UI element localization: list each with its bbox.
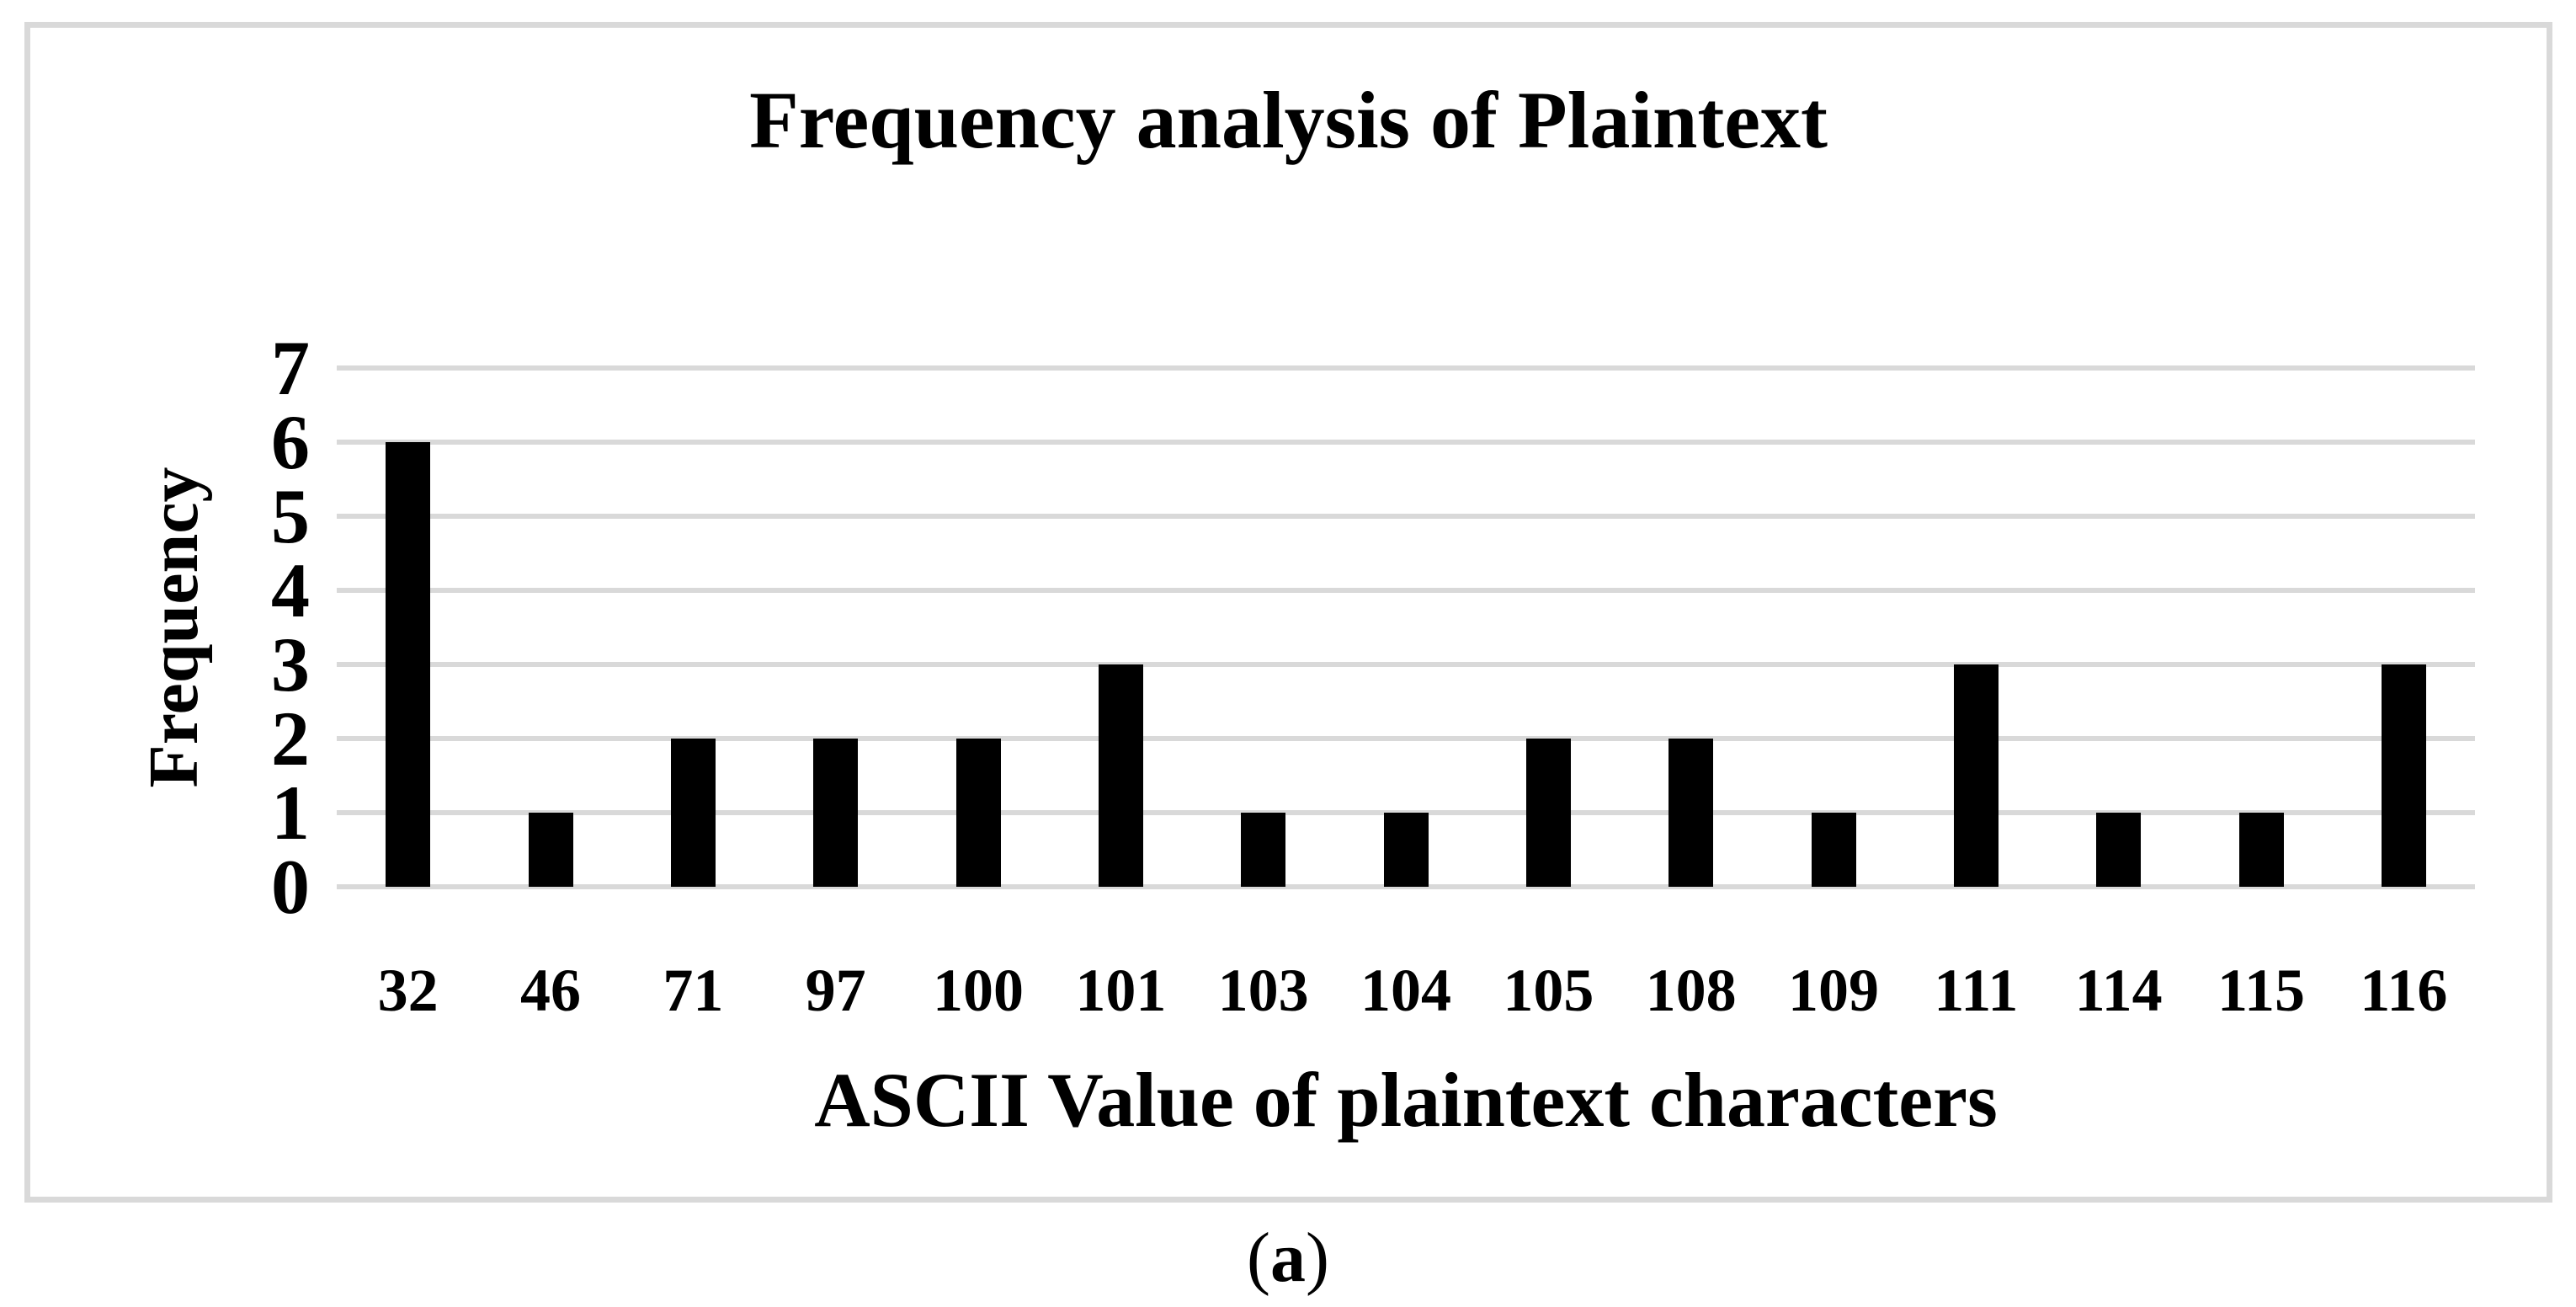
x-tick-label-116: 116 (2360, 957, 2448, 1024)
y-tick-label-6: 6 (271, 399, 310, 485)
x-tick-label-100: 100 (932, 957, 1024, 1024)
x-tick-label-103: 103 (1217, 957, 1309, 1024)
x-tick-label-101: 101 (1075, 957, 1167, 1024)
figure-caption: (a) (0, 1219, 2576, 1297)
caption-open-paren: ( (1247, 1219, 1270, 1297)
y-tick-label-0: 0 (271, 844, 310, 930)
x-axis-title: ASCII Value of plaintext characters (814, 1057, 1998, 1143)
figure-border-box (24, 22, 2552, 1203)
bar-111 (1953, 664, 1999, 887)
caption-label: a (1270, 1219, 1306, 1297)
plot-area (337, 365, 2475, 889)
gridline-y2 (337, 736, 2475, 741)
gridline-y5 (337, 514, 2475, 519)
x-tick-label-97: 97 (805, 957, 866, 1024)
y-tick-label-1: 1 (271, 770, 310, 856)
caption-close-paren: ) (1306, 1219, 1329, 1297)
bar-71 (670, 739, 716, 887)
y-tick-label-4: 4 (271, 547, 310, 633)
bar-101 (1098, 664, 1143, 887)
gridline-y3 (337, 662, 2475, 667)
bar-46 (528, 813, 573, 887)
y-tick-label-7: 7 (271, 325, 310, 411)
x-tick-label-109: 109 (1787, 957, 1879, 1024)
bar-105 (1525, 739, 1571, 887)
chart-title: Frequency analysis of Plaintext (749, 75, 1828, 165)
y-tick-label-2: 2 (271, 696, 310, 782)
bar-32 (386, 442, 431, 887)
x-tick-label-105: 105 (1503, 957, 1594, 1024)
y-tick-label-3: 3 (271, 621, 310, 707)
x-tick-label-115: 115 (2217, 957, 2305, 1024)
gridline-y0 (337, 884, 2475, 889)
x-tick-label-32: 32 (377, 957, 439, 1024)
bar-115 (2238, 813, 2284, 887)
x-tick-label-46: 46 (519, 957, 581, 1024)
y-tick-label-5: 5 (271, 473, 310, 559)
bar-114 (2096, 813, 2142, 887)
x-tick-label-111: 111 (1934, 957, 2019, 1024)
bar-97 (813, 739, 859, 887)
x-tick-label-104: 104 (1360, 957, 1451, 1024)
bar-116 (2381, 664, 2426, 887)
bar-109 (1811, 813, 1856, 887)
gridline-y7 (337, 365, 2475, 371)
x-tick-label-71: 71 (663, 957, 724, 1024)
bar-100 (955, 739, 1001, 887)
bar-108 (1669, 739, 1714, 887)
x-tick-label-108: 108 (1645, 957, 1737, 1024)
gridline-y6 (337, 440, 2475, 445)
gridline-y4 (337, 588, 2475, 593)
x-tick-label-114: 114 (2074, 957, 2163, 1024)
bar-104 (1383, 813, 1429, 887)
bar-103 (1241, 813, 1286, 887)
